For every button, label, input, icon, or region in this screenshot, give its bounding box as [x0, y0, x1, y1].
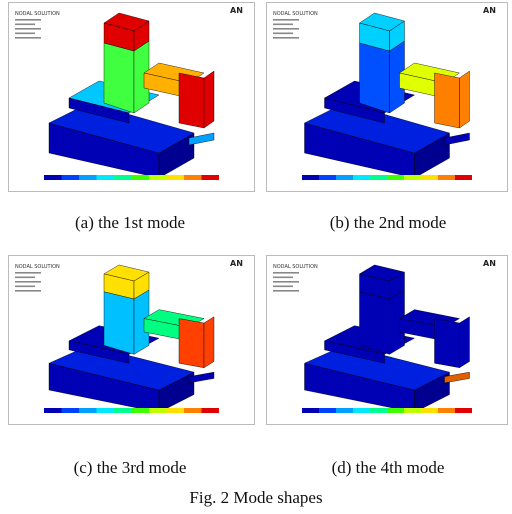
mode-panel: NODAL SOLUTION AN [266, 2, 508, 192]
colorbar-cell [97, 175, 115, 180]
plot-header: NODAL SOLUTION [273, 11, 318, 17]
colorbar-cell [319, 408, 336, 413]
colorbar-cell [149, 175, 167, 180]
header-line [273, 28, 299, 30]
colorbar-cell [370, 175, 387, 180]
panel-caption: (c) the 3rd mode [5, 458, 255, 478]
spindle-head [179, 319, 204, 368]
header-line [15, 272, 41, 274]
header-line [15, 277, 35, 279]
colorbar-cell [387, 408, 404, 413]
fem-plot: NODAL SOLUTION AN [267, 3, 507, 191]
colorbar-cell [79, 408, 97, 413]
ansys-logo: AN [483, 6, 496, 15]
column [360, 43, 390, 113]
header-line [273, 277, 293, 279]
colorbar-cell [336, 175, 353, 180]
colorbar-cell [62, 175, 80, 180]
header-line [15, 37, 41, 39]
ansys-logo: AN [483, 259, 496, 268]
spindle-head [435, 319, 460, 368]
mode-panel: NODAL SOLUTION AN [8, 2, 255, 192]
spindle-head [435, 73, 460, 128]
colorbar-cell [44, 175, 62, 180]
plot-header: NODAL SOLUTION [15, 264, 60, 270]
header-line [273, 281, 299, 283]
colorbar-cell [44, 408, 62, 413]
colorbar-cell [421, 408, 438, 413]
column [104, 292, 134, 355]
header-line [15, 33, 35, 35]
colorbar-cell [202, 175, 220, 180]
fem-plot: NODAL SOLUTION AN [9, 3, 254, 191]
mode-panel: NODAL SOLUTION AN [8, 255, 255, 425]
plot-header: NODAL SOLUTION [15, 11, 60, 17]
colorbar-cell [353, 408, 370, 413]
header-line [273, 19, 299, 21]
spindle-head [179, 73, 204, 128]
header-line [273, 290, 299, 292]
colorbar-cell [184, 175, 202, 180]
colorbar-cell [167, 175, 185, 180]
header-line [273, 37, 299, 39]
figure-caption: Fig. 2 Mode shapes [131, 488, 381, 508]
header-line [273, 33, 293, 35]
colorbar-cell [455, 175, 472, 180]
colorbar-cell [353, 175, 370, 180]
header-line [15, 281, 41, 283]
header-line [273, 272, 299, 274]
header-line [273, 286, 293, 288]
colorbar-cell [114, 175, 132, 180]
spindle-head [460, 71, 470, 128]
colorbar-cell [455, 408, 472, 413]
header-line [15, 24, 35, 26]
colorbar-cell [302, 175, 319, 180]
colorbar-cell [336, 408, 353, 413]
ansys-logo: AN [230, 6, 243, 15]
colorbar-cell [62, 408, 80, 413]
colorbar-cell [370, 408, 387, 413]
ansys-logo: AN [230, 259, 243, 268]
panel-caption: (a) the 1st mode [5, 213, 255, 233]
mode-panel: NODAL SOLUTION AN [266, 255, 508, 425]
colorbar-cell [132, 175, 150, 180]
colorbar-cell [132, 408, 150, 413]
figure: Fig. 2 Mode shapes NODAL SOLUTION AN (a) t… [0, 0, 512, 514]
spindle-head [204, 71, 214, 128]
plot-header: NODAL SOLUTION [273, 264, 318, 270]
colorbar-cell [438, 175, 455, 180]
colorbar-cell [404, 408, 421, 413]
colorbar-cell [421, 175, 438, 180]
header-line [15, 19, 41, 21]
panel-caption: (b) the 2nd mode [263, 213, 512, 233]
colorbar-cell [149, 408, 167, 413]
colorbar-cell [319, 175, 336, 180]
colorbar-cell [97, 408, 115, 413]
header-line [15, 286, 35, 288]
colorbar-cell [184, 408, 202, 413]
column [360, 292, 390, 355]
colorbar-cell [79, 175, 97, 180]
fem-plot: NODAL SOLUTION AN [267, 256, 507, 424]
colorbar-cell [438, 408, 455, 413]
spindle-head [460, 317, 470, 368]
colorbar-cell [167, 408, 185, 413]
colorbar-cell [387, 175, 404, 180]
colorbar-cell [302, 408, 319, 413]
header-line [273, 24, 293, 26]
fem-plot: NODAL SOLUTION AN [9, 256, 254, 424]
header-line [15, 290, 41, 292]
panel-caption: (d) the 4th mode [263, 458, 512, 478]
column [104, 43, 134, 113]
header-line [15, 28, 41, 30]
colorbar-cell [404, 175, 421, 180]
colorbar-cell [202, 408, 220, 413]
spindle-head [204, 317, 214, 368]
colorbar-cell [114, 408, 132, 413]
